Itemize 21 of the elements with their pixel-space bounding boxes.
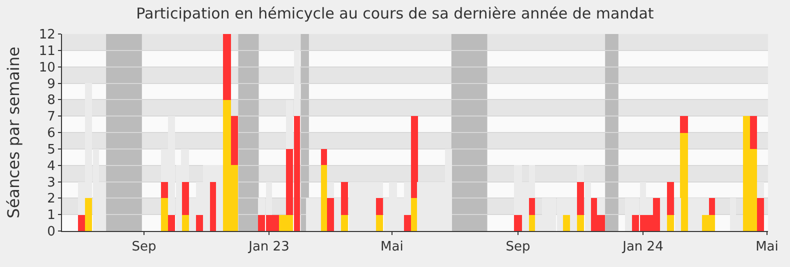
y-tick-label: 2 [47, 192, 56, 207]
y-axis-title: Séances par semaine [4, 46, 23, 218]
y-tick-label: 1 [47, 208, 56, 224]
x-tick-label: Sep [132, 240, 156, 255]
y-tick-label: 11 [38, 44, 56, 59]
y-tick-label: 8 [47, 93, 56, 108]
y-tick-label: 5 [47, 142, 56, 158]
y-tick-label: 9 [47, 76, 56, 92]
x-tick-label: Mai [380, 240, 404, 255]
chart-title: Participation en hémicycle au cours de sa dernière année de mandat [136, 4, 654, 23]
x-tick-label: Jan 24 [622, 240, 664, 255]
y-tick-label: 12 [38, 28, 56, 43]
x-tick-label: Mai [756, 240, 778, 255]
y-tick-label: 4 [47, 158, 56, 174]
x-tick-label: Jan 23 [248, 240, 290, 255]
y-tick-label: 7 [47, 110, 56, 125]
x-tick-label: Sep [506, 240, 530, 255]
y-tick-label: 0 [47, 224, 56, 240]
y-tick-label: 10 [38, 60, 56, 76]
y-tick-label: 3 [47, 175, 56, 190]
y-tick-label: 6 [47, 126, 56, 142]
